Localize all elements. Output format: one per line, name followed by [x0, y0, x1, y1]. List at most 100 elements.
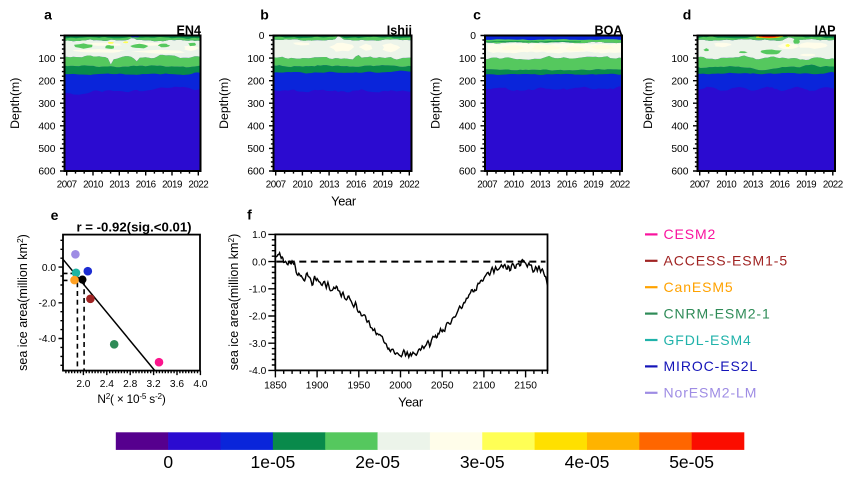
- svg-text:2e-05: 2e-05: [355, 452, 400, 472]
- svg-text:600: 600: [459, 167, 476, 178]
- svg-text:300: 300: [459, 99, 476, 110]
- svg-text:2013: 2013: [530, 179, 551, 190]
- svg-text:200: 200: [38, 76, 55, 87]
- svg-text:2022: 2022: [399, 179, 419, 190]
- svg-text:1.0: 1.0: [252, 230, 266, 241]
- svg-text:600: 600: [247, 167, 264, 178]
- svg-text:2013: 2013: [319, 179, 340, 190]
- svg-text:2016: 2016: [557, 179, 578, 190]
- svg-text:c: c: [473, 6, 481, 22]
- svg-text:0: 0: [259, 31, 265, 42]
- svg-text:2007: 2007: [477, 179, 497, 190]
- svg-text:2050: 2050: [431, 381, 454, 392]
- svg-text:2007: 2007: [690, 179, 710, 190]
- svg-text:2019: 2019: [583, 179, 603, 190]
- svg-text:3.2: 3.2: [147, 379, 161, 390]
- svg-text:2022: 2022: [610, 179, 630, 190]
- svg-text:200: 200: [671, 76, 688, 87]
- svg-text:100: 100: [459, 54, 476, 65]
- svg-text:CanESM5: CanESM5: [664, 279, 734, 295]
- svg-text:100: 100: [38, 54, 55, 65]
- svg-text:Depth(m): Depth(m): [641, 78, 655, 129]
- svg-text:r = -0.92(sig.<0.01): r = -0.92(sig.<0.01): [76, 219, 191, 234]
- svg-text:Year: Year: [398, 395, 424, 410]
- svg-text:Depth(m): Depth(m): [429, 78, 443, 129]
- svg-text:MIROC-ES2L: MIROC-ES2L: [664, 358, 759, 374]
- svg-text:2016: 2016: [136, 179, 157, 190]
- svg-text:2.4: 2.4: [100, 379, 114, 390]
- svg-text:300: 300: [247, 99, 264, 110]
- svg-text:d: d: [683, 7, 692, 23]
- svg-text:5e-05: 5e-05: [669, 452, 714, 472]
- svg-text:0.0: 0.0: [42, 263, 56, 274]
- svg-text:ACCESS-ESM1-5: ACCESS-ESM1-5: [664, 253, 789, 269]
- svg-text:100: 100: [247, 54, 264, 65]
- svg-text:2100: 2100: [473, 381, 496, 392]
- svg-text:2016: 2016: [346, 179, 367, 190]
- svg-text:2019: 2019: [796, 179, 816, 190]
- svg-text:500: 500: [38, 144, 55, 155]
- svg-text:-2.0: -2.0: [38, 299, 56, 310]
- svg-text:f: f: [247, 207, 252, 223]
- svg-text:1900: 1900: [306, 381, 329, 392]
- svg-text:200: 200: [247, 76, 264, 87]
- svg-text:IAP: IAP: [815, 23, 836, 37]
- svg-text:2007: 2007: [266, 179, 286, 190]
- svg-text:-4.0: -4.0: [38, 334, 56, 345]
- svg-text:0: 0: [470, 31, 476, 42]
- svg-text:2.8: 2.8: [123, 379, 137, 390]
- svg-text:0: 0: [163, 452, 173, 472]
- svg-text:NorESM2-LM: NorESM2-LM: [664, 385, 758, 401]
- svg-text:2019: 2019: [373, 179, 393, 190]
- svg-text:500: 500: [459, 144, 476, 155]
- svg-text:2010: 2010: [716, 179, 737, 190]
- svg-text:BOA: BOA: [595, 23, 623, 37]
- svg-text:CESM2: CESM2: [664, 226, 717, 242]
- svg-text:1950: 1950: [347, 381, 370, 392]
- svg-text:Depth(m): Depth(m): [8, 78, 22, 129]
- svg-text:2010: 2010: [293, 179, 314, 190]
- svg-text:300: 300: [671, 99, 688, 110]
- svg-text:2010: 2010: [83, 179, 104, 190]
- svg-text:GFDL-ESM4: GFDL-ESM4: [664, 332, 752, 348]
- svg-text:2150: 2150: [514, 381, 537, 392]
- svg-text:b: b: [260, 7, 269, 23]
- svg-text:2.0: 2.0: [76, 379, 90, 390]
- svg-text:-2.0: -2.0: [249, 312, 267, 323]
- svg-text:2013: 2013: [109, 179, 130, 190]
- svg-text:100: 100: [671, 54, 688, 65]
- svg-text:CNRM-ESM2-1: CNRM-ESM2-1: [664, 305, 771, 321]
- svg-text:sea ice area(million km2): sea ice area(million km2): [15, 234, 30, 371]
- svg-text:1850: 1850: [264, 381, 287, 392]
- svg-text:400: 400: [671, 122, 688, 133]
- svg-text:500: 500: [247, 144, 264, 155]
- svg-text:4.0: 4.0: [193, 379, 207, 390]
- svg-text:a: a: [44, 6, 52, 22]
- svg-text:2010: 2010: [504, 179, 525, 190]
- svg-text:2013: 2013: [743, 179, 764, 190]
- svg-text:2022: 2022: [188, 179, 208, 190]
- svg-text:-3.0: -3.0: [249, 339, 267, 350]
- svg-text:Depth(m): Depth(m): [217, 78, 231, 129]
- svg-text:Year: Year: [331, 193, 357, 208]
- svg-text:400: 400: [38, 122, 55, 133]
- svg-text:600: 600: [671, 167, 688, 178]
- svg-text:N2( × 10-5 s-2): N2( × 10-5 s-2): [97, 392, 166, 406]
- svg-text:3.6: 3.6: [170, 379, 184, 390]
- svg-text:500: 500: [671, 144, 688, 155]
- svg-text:1e-05: 1e-05: [251, 452, 296, 472]
- svg-text:2007: 2007: [57, 179, 77, 190]
- svg-text:2000: 2000: [389, 381, 412, 392]
- svg-text:2022: 2022: [823, 179, 843, 190]
- svg-text:-4.0: -4.0: [249, 366, 267, 377]
- svg-text:3e-05: 3e-05: [460, 452, 505, 472]
- svg-text:600: 600: [38, 167, 55, 178]
- svg-text:200: 200: [459, 76, 476, 87]
- svg-text:EN4: EN4: [177, 23, 202, 37]
- svg-text:0.0: 0.0: [252, 257, 266, 268]
- svg-text:2019: 2019: [162, 179, 182, 190]
- svg-text:-1.0: -1.0: [249, 285, 267, 296]
- svg-text:400: 400: [247, 122, 264, 133]
- svg-text:2016: 2016: [770, 179, 791, 190]
- svg-text:4e-05: 4e-05: [565, 452, 610, 472]
